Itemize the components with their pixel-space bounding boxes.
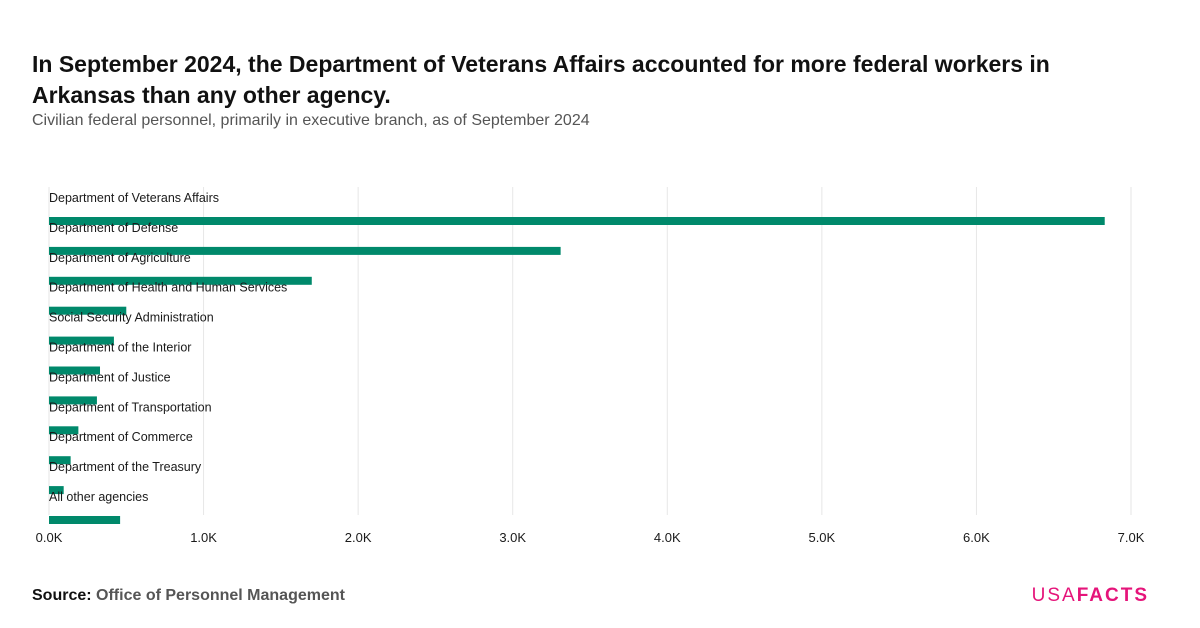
bar xyxy=(49,336,114,345)
bar xyxy=(49,516,121,524)
x-tick-label: 4.0K xyxy=(654,530,681,545)
logo-text-facts: FACTS xyxy=(1076,585,1149,606)
x-tick-label: 3.0K xyxy=(499,530,526,545)
x-tick-label: 5.0K xyxy=(808,530,835,545)
category-label: Department of Defense xyxy=(49,221,178,235)
bar xyxy=(49,306,127,315)
category-label: Department of Justice xyxy=(49,370,171,384)
source-value: Office of Personnel Management xyxy=(96,587,345,604)
category-label: Department of Health and Human Services xyxy=(49,281,287,295)
bar xyxy=(49,276,312,285)
x-tick-label: 7.0K xyxy=(1118,530,1145,545)
bar xyxy=(49,396,97,405)
bar xyxy=(49,217,1105,225)
category-label: Department of the Treasury xyxy=(49,460,202,474)
category-label: Department of Transportation xyxy=(49,400,212,414)
bar-chart: 0.0K 1.0K 2.0K 3.0K 4.0K 5.0K 6.0K 7.0K Departme… xyxy=(36,187,1145,545)
usafacts-logo: USAFACTS xyxy=(1032,585,1149,607)
category-label: All other agencies xyxy=(49,490,148,504)
category-label: Department of the Interior xyxy=(49,341,191,355)
x-tick-label: 0.0K xyxy=(36,530,63,545)
bar xyxy=(49,456,71,465)
bar xyxy=(49,366,101,375)
bar xyxy=(49,486,64,495)
logo-text-usa: USA xyxy=(1031,585,1077,606)
x-tick-label: 2.0K xyxy=(345,530,372,545)
bar xyxy=(49,426,79,435)
category-label: Social Security Administration xyxy=(49,311,214,325)
category-label: Department of Commerce xyxy=(49,430,193,444)
chart-title: In September 2024, the Department of Vet… xyxy=(32,51,1050,108)
category-label: Department of Agriculture xyxy=(49,251,191,265)
source-note: Source: Office of Personnel Management xyxy=(32,587,345,605)
x-tick-label: 6.0K xyxy=(963,530,990,545)
category-label: Department of Veterans Affairs xyxy=(49,191,219,205)
bar xyxy=(49,246,561,255)
x-tick-label: 1.0K xyxy=(190,530,217,545)
chart-subtitle: Civilian federal personnel, primarily in… xyxy=(32,112,590,129)
source-label: Source: xyxy=(32,587,92,604)
